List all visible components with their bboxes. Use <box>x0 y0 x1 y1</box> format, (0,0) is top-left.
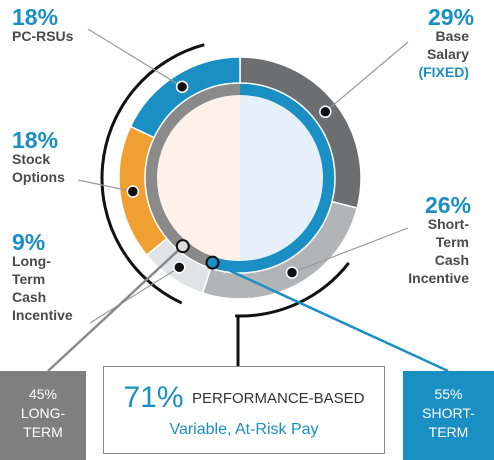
ltci-label-line: Cash <box>12 289 47 305</box>
long-term-bracket-arc <box>100 43 205 305</box>
ltci-label-line: Term <box>12 271 46 287</box>
leader-lines <box>47 28 449 373</box>
base-salary-marker <box>319 105 332 119</box>
performance-label: PERFORMANCE-BASED <box>191 389 365 407</box>
short-term-percent: 55% <box>434 386 463 402</box>
pc-rsus-label: PC-RSUs <box>12 27 73 45</box>
pc-rsus-marker <box>175 80 189 94</box>
stock-options-marker <box>126 185 140 198</box>
ltci-label-line: Incentive <box>12 307 73 323</box>
inner-ring <box>144 83 335 273</box>
long-term-label-line: LONG- <box>20 405 66 421</box>
long-term-box: 45% LONG- TERM <box>0 371 86 460</box>
stci-label-line: Incentive <box>408 270 469 286</box>
ltci-leader-line <box>89 266 180 324</box>
stock-options-leader-line <box>77 179 133 193</box>
stci-leader-line <box>291 227 409 274</box>
stock-options-percent: 18% <box>12 127 59 153</box>
short-term-junction-marker <box>205 255 220 270</box>
segment-markers <box>126 80 332 279</box>
stci-label: Short- Term Cash Incentive <box>408 215 469 287</box>
long-term-percent: 45% <box>28 386 58 402</box>
long-term-connector <box>47 245 184 372</box>
performance-based-box: 71% PERFORMANCE-BASED Variable, At-Risk … <box>103 366 385 454</box>
stci-marker <box>285 266 299 279</box>
ltci-marker <box>173 261 186 274</box>
base-salary-label-line: Base <box>435 28 469 44</box>
ltci-label-line: Long- <box>12 253 51 269</box>
center-fill-short-term <box>240 95 323 261</box>
base-salary-label-line: Salary <box>426 46 469 62</box>
long-term-junction-marker <box>175 239 190 254</box>
stci-label-line: Cash <box>434 252 469 268</box>
stci-percent: 26% <box>425 192 472 218</box>
stock-options-label-line: Options <box>12 169 65 185</box>
base-salary-label: Base Salary (FIXED) <box>418 27 469 81</box>
base-salary-label-line: (FIXED) <box>418 64 469 80</box>
base-salary-leader-line <box>324 41 409 113</box>
center-fill <box>156 95 323 261</box>
center-fill-long-term <box>156 95 240 261</box>
ltci-percent: 9% <box>12 229 46 255</box>
pc-rsus-percent: 18% <box>12 4 59 30</box>
stock-options-label: Stock Options <box>12 150 65 186</box>
stci-label-line: Short- <box>427 216 469 232</box>
donut-segment-pc-rsus <box>129 56 241 139</box>
long-term-label-line: TERM <box>23 424 63 440</box>
pc-rsus-label-line: PC-RSUs <box>12 28 74 44</box>
ltci-label: Long- Term Cash Incentive <box>12 252 73 324</box>
short-term-label-line: TERM <box>428 424 469 440</box>
performance-subtitle: Variable, At-Risk Pay <box>169 421 319 438</box>
short-term-box: 55% SHORT- TERM <box>403 371 494 460</box>
inner-ring-long-term <box>144 83 240 269</box>
stock-options-label-line: Stock <box>12 151 51 167</box>
stci-label-line: Term <box>435 234 469 250</box>
short-term-label-line: SHORT- <box>422 405 475 421</box>
performance-percent: 71% <box>123 381 184 414</box>
pc-rsus-leader-line <box>87 28 183 88</box>
base-salary-percent: 29% <box>428 4 475 30</box>
short-term-connector <box>211 261 449 373</box>
